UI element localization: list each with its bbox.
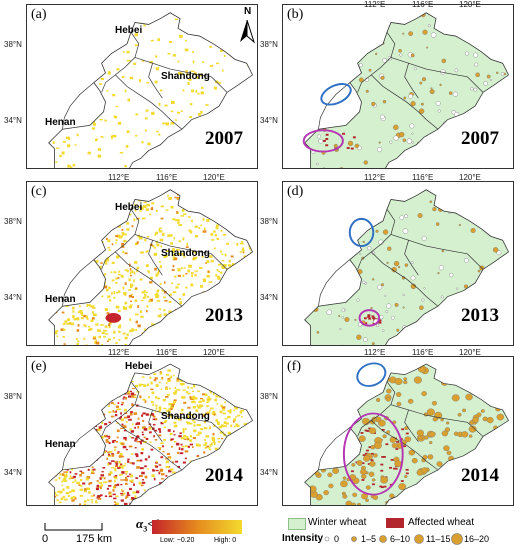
highlight-ellipse — [358, 309, 381, 327]
highlight-ellipse — [320, 83, 352, 106]
study-region — [48, 12, 253, 168]
lat-tick: 34°N — [4, 468, 22, 477]
lon-tick: 116°E — [412, 0, 434, 9]
affected-wheat-swatch — [386, 518, 404, 528]
region-map — [304, 189, 510, 345]
study-region — [48, 189, 253, 345]
highlight-ellipse — [302, 129, 344, 153]
study-region — [304, 12, 509, 168]
intensity-circle-icon — [351, 536, 357, 542]
map-panel-f: (f) 2014 — [282, 356, 514, 506]
map-panel-b: (b) 2007 — [282, 4, 514, 169]
province-henan: Henan — [45, 439, 76, 450]
north-label: N — [244, 6, 252, 17]
index-subscript: 3 — [143, 524, 148, 534]
year-label: 2007 — [461, 128, 499, 149]
lon-tick: 120°E — [203, 348, 225, 357]
north-arrow-icon — [240, 19, 256, 44]
panel-label: (b) — [287, 7, 304, 22]
map-panel-d: (d) 2013 — [282, 181, 514, 346]
scale-distance: 175 km — [76, 533, 113, 545]
province-hebei: Hebei — [115, 202, 143, 213]
index-symbol: α — [136, 516, 144, 531]
lon-tick: 116°E — [412, 348, 434, 357]
region-map — [304, 362, 510, 505]
panel-label: (c) — [31, 184, 47, 199]
highlight-ellipse — [356, 362, 387, 387]
intensity-circle-icon — [324, 536, 330, 542]
lon-tick: 116°E — [412, 173, 434, 182]
color-ramp — [152, 520, 242, 534]
map-panel-c: (c) 2013 Hebei Shandong Henan — [26, 181, 258, 346]
lon-tick: 120°E — [459, 173, 481, 182]
region-map — [48, 12, 254, 168]
intensity-circle-icon — [379, 535, 387, 543]
lat-tick: 38°N — [260, 217, 278, 226]
ramp-high-label: High: 0 — [214, 537, 237, 544]
intensity-class-label: 6–10 — [390, 534, 411, 544]
province-hebei: Hebei — [125, 361, 153, 372]
intensity-class-label: 0 — [334, 534, 340, 544]
lon-tick: 112°E — [108, 348, 130, 357]
province-shandong: Shandong — [161, 71, 210, 82]
winter-wheat-label: Winter wheat — [308, 517, 367, 528]
panel-label: (e) — [31, 359, 47, 374]
ramp-low-label: Low: −0.20 — [160, 537, 195, 544]
lon-tick: 116°E — [156, 173, 178, 182]
intensity-class-label: 16–20 — [464, 534, 490, 544]
lon-tick: 120°E — [203, 173, 225, 182]
highlight-ellipse — [348, 217, 375, 248]
lat-tick: 34°N — [4, 116, 22, 125]
affected-wheat-label: Affected wheat — [408, 517, 474, 528]
scale-bar — [44, 523, 103, 531]
province-shandong: Shandong — [161, 248, 210, 259]
intensity-label: Intensity — [282, 533, 324, 544]
highlight-ellipse — [342, 412, 404, 496]
lat-tick: 34°N — [260, 116, 278, 125]
region-map — [302, 12, 510, 168]
lon-tick: 116°E — [156, 348, 178, 357]
lon-tick: 112°E — [108, 173, 130, 182]
lat-tick: 34°N — [260, 468, 278, 477]
province-hebei: Hebei — [115, 25, 143, 36]
lon-tick: 112°E — [364, 173, 386, 182]
lon-tick: 120°E — [459, 348, 481, 357]
winter-wheat-swatch — [288, 518, 306, 530]
lat-tick: 38°N — [4, 40, 22, 49]
panel-label: (a) — [31, 7, 47, 22]
lon-tick: 112°E — [364, 0, 386, 9]
intensity-class-label: 1–5 — [361, 534, 377, 544]
panel-label: (d) — [287, 184, 304, 199]
lat-tick: 34°N — [4, 293, 22, 302]
study-region — [48, 364, 253, 505]
lon-tick: 112°E — [364, 348, 386, 357]
scale-zero: 0 — [42, 533, 49, 545]
year-label: 2014 — [461, 465, 499, 486]
region-map — [48, 189, 254, 345]
province-shandong: Shandong — [161, 411, 210, 422]
lat-tick: 38°N — [260, 40, 278, 49]
intensity-circle-icon — [414, 534, 424, 544]
year-label: 2013 — [461, 305, 499, 326]
lat-tick: 34°N — [260, 293, 278, 302]
year-label: 2013 — [205, 305, 243, 326]
intensity-class-label: 11–15 — [426, 534, 451, 544]
panel-label: (f) — [287, 359, 301, 374]
province-henan: Henan — [45, 117, 76, 128]
lat-tick: 38°N — [260, 392, 278, 401]
intensity-circle-icon — [451, 533, 463, 545]
year-label: 2007 — [205, 128, 243, 149]
lat-tick: 38°N — [4, 392, 22, 401]
map-panel-a: (a) 2007 Hebei Shandong Henan — [26, 4, 258, 169]
region-map — [48, 363, 254, 505]
province-henan: Henan — [45, 294, 76, 305]
lon-tick: 120°E — [459, 0, 481, 9]
study-region — [304, 189, 509, 345]
map-panel-e: (e) 2014 Hebei Shandong Henan — [26, 356, 258, 506]
year-label: 2014 — [205, 465, 243, 486]
lat-tick: 38°N — [4, 217, 22, 226]
